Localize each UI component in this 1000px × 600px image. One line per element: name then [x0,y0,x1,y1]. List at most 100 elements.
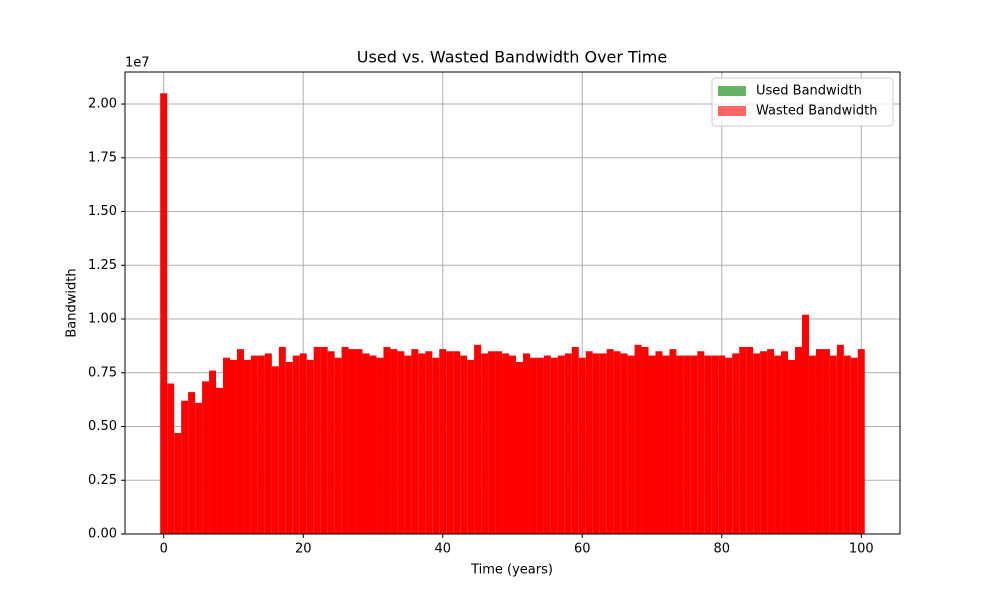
x-axis-label: Time (years) [470,563,553,578]
bar [550,357,558,534]
legend-label: Used Bandwidth [756,84,862,99]
bar [850,357,858,534]
plot-frame [124,71,901,535]
bar [641,346,649,534]
bar [195,402,203,534]
y-axis-label: Bandwidth [65,268,80,337]
bar [243,359,251,534]
bar [229,359,237,534]
bar [620,353,628,534]
bar [515,362,523,534]
bar [174,432,182,534]
bar [801,314,809,534]
bar [327,351,335,534]
bar [257,355,265,534]
legend-swatch [718,86,746,96]
bar [299,353,307,534]
bar [488,351,496,534]
bar [446,351,454,534]
bar [655,351,663,534]
bar [285,362,293,534]
legend-label: Wasted Bandwidth [756,104,877,119]
bar [836,344,844,534]
bar [822,349,830,534]
bar [571,346,579,534]
bar [425,351,433,534]
bar [216,387,224,534]
bar [432,357,440,534]
bar [355,349,363,534]
bar [467,359,475,534]
bar [711,355,719,534]
bar [418,353,426,534]
bar [209,370,217,534]
x-tick-label: 80 [713,542,730,557]
bar [474,344,482,534]
bar [808,355,816,534]
y-tick-label: 2.00 [88,97,117,112]
bar [578,357,586,534]
bar [320,346,328,534]
bar [411,349,419,534]
bar [278,346,286,534]
bar [704,355,712,534]
bar [676,355,684,534]
bar [697,351,705,534]
bar [564,353,572,534]
bar [271,366,279,534]
bar [362,353,370,534]
y-tick-label: 1.75 [88,150,117,165]
bar [690,355,698,534]
bar [788,359,796,534]
bar [669,349,677,534]
bar [585,351,593,534]
bar [306,359,314,534]
bar [599,353,607,534]
y-tick-label: 0.00 [88,527,117,542]
bar [795,346,802,534]
bar [167,383,175,534]
bar [746,346,754,534]
bar [843,355,851,534]
y-tick-label: 0.75 [88,365,117,380]
bar [857,349,865,534]
bar [592,353,600,534]
bar [460,355,468,534]
y-offset-label: 1e7 [125,56,150,71]
x-tick-label: 100 [849,542,874,557]
bar [313,346,321,534]
bar [236,349,244,534]
bar [627,355,635,534]
bar [292,355,300,534]
legend-box [711,77,894,127]
bar [683,355,691,534]
bar [383,346,391,534]
bar [453,351,461,534]
x-tick-label: 40 [434,542,451,557]
bar [781,351,789,534]
bar [439,349,447,534]
x-tick-label: 20 [295,542,312,557]
bar [390,349,398,534]
bar [376,357,384,534]
bar [536,357,544,534]
y-tick-label: 1.00 [88,312,117,327]
bar [634,344,642,534]
bar [767,349,775,534]
bar [250,355,258,534]
bar [341,346,349,534]
bar [529,357,537,534]
y-tick-label: 0.25 [88,473,117,488]
bar [495,351,503,534]
bar [606,349,614,534]
bar [613,351,621,534]
bar [397,351,405,534]
bar [732,353,740,534]
bar [334,357,342,534]
bar [543,355,551,534]
bar [725,357,733,534]
x-tick-label: 60 [574,542,591,557]
bars [160,93,865,534]
bar [557,355,565,534]
bar [264,353,272,534]
